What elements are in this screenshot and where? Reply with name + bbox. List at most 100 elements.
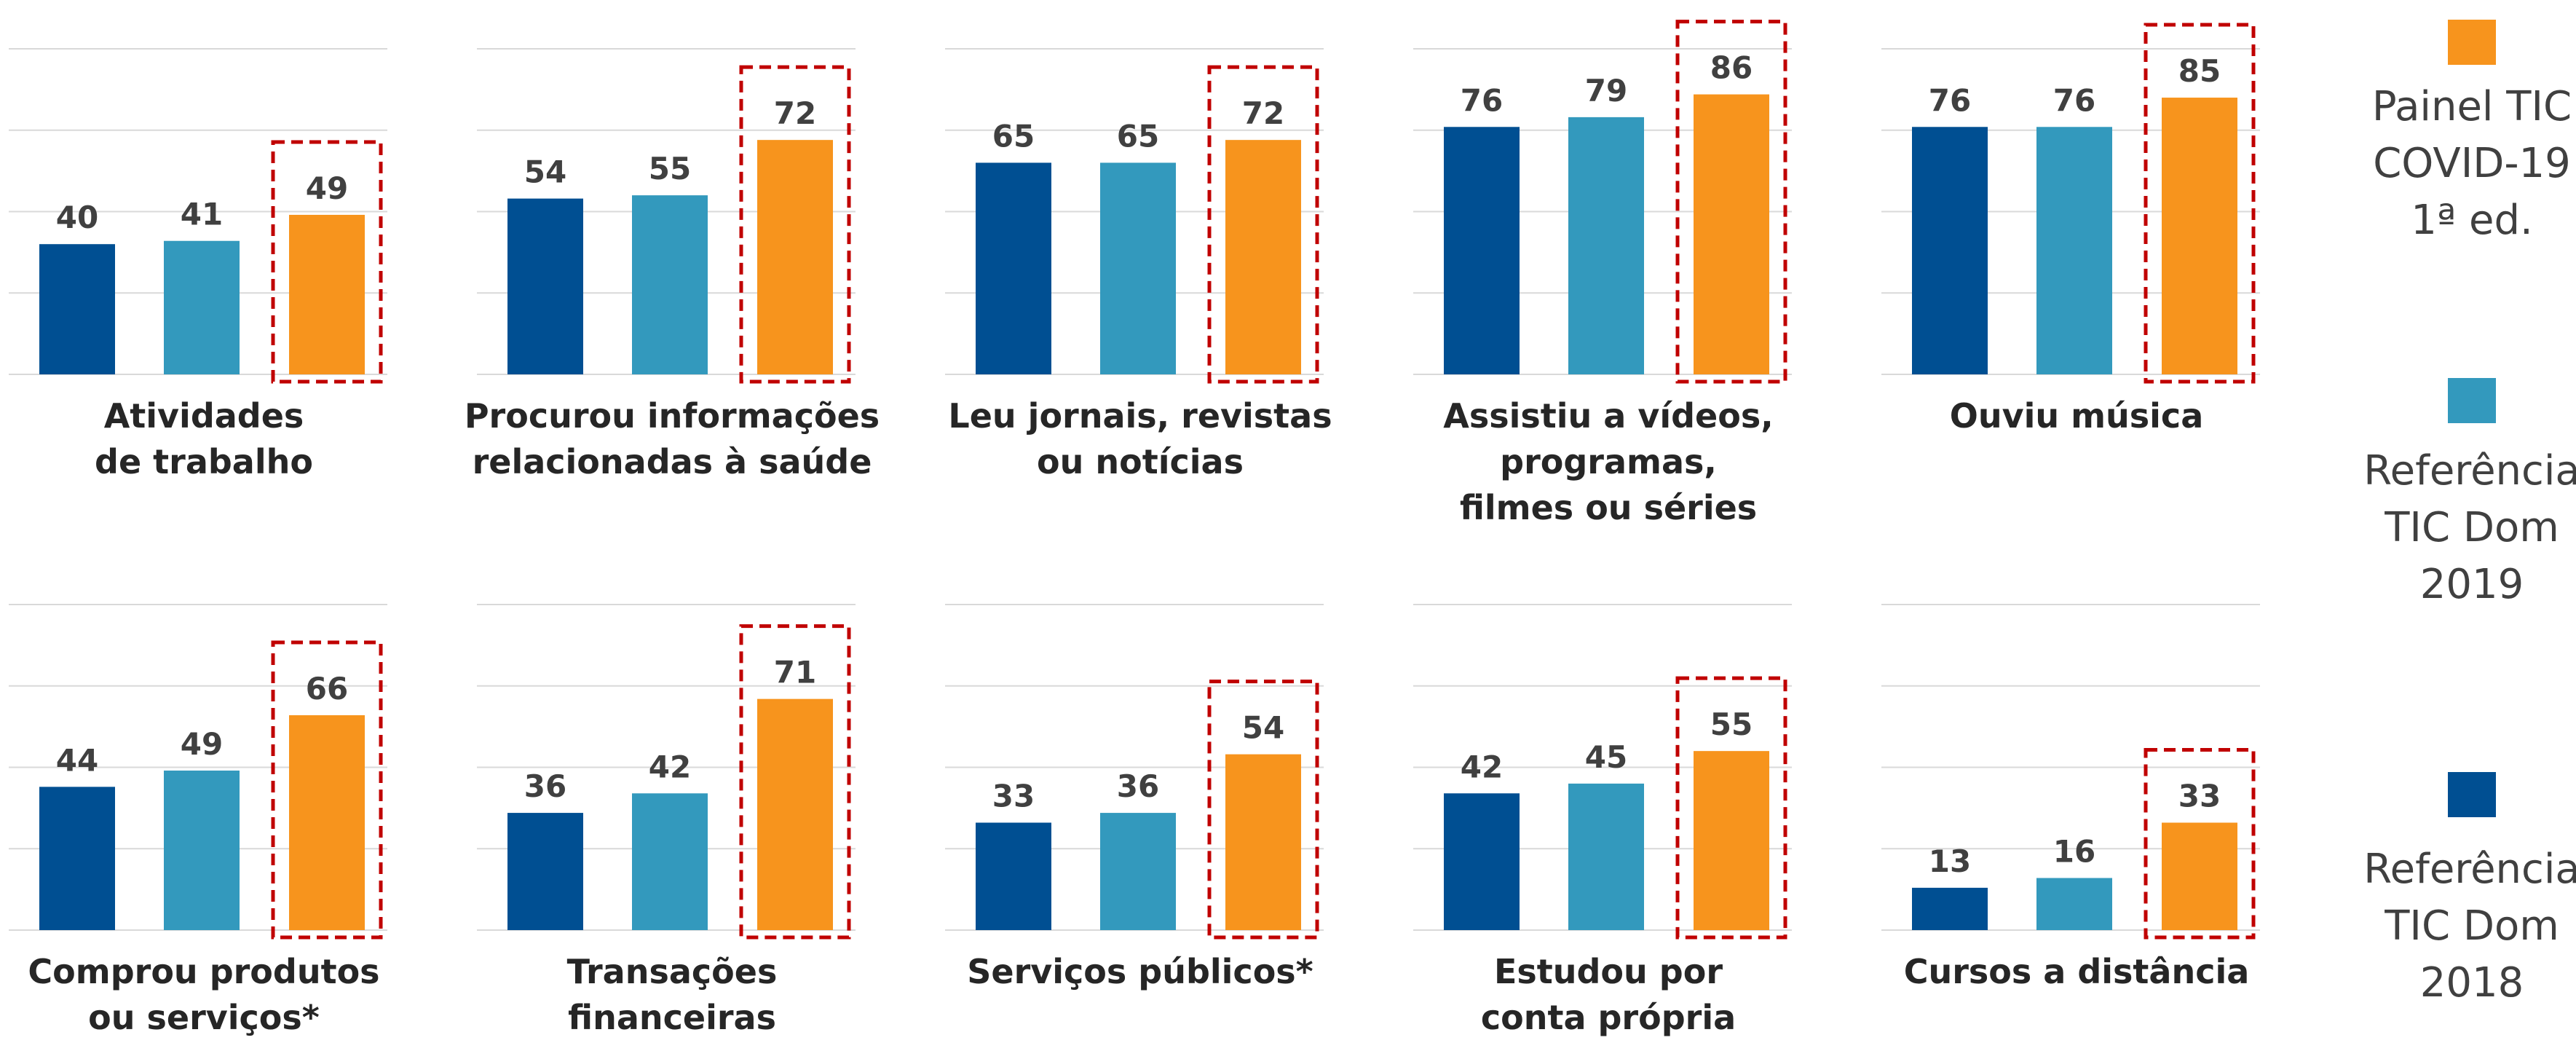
value-label: 36: [1117, 768, 1159, 804]
value-label: 33: [2178, 778, 2221, 814]
bar: [1444, 793, 1520, 930]
panel-title: relacionadas à saúde: [473, 442, 872, 481]
value-label: 36: [524, 768, 566, 804]
legend-swatch: [2448, 20, 2496, 65]
bar: [632, 195, 708, 374]
bar: [164, 240, 240, 374]
panel-title: Assistiu a vídeos,: [1443, 396, 1773, 436]
panel-title: Comprou produtos: [28, 952, 379, 991]
bar: [757, 698, 833, 930]
bar: [1225, 754, 1301, 930]
highlight-box: [271, 640, 383, 940]
bar: [632, 793, 708, 930]
value-label: 40: [56, 200, 98, 235]
value-label: 66: [306, 671, 348, 706]
value-label: 76: [2053, 82, 2095, 118]
bar: [757, 140, 833, 374]
bar: [1225, 140, 1301, 374]
value-label: 13: [1929, 843, 1971, 879]
bar: [1694, 94, 1769, 374]
value-label: 86: [1710, 50, 1753, 86]
bar: [1694, 751, 1769, 930]
bar: [289, 715, 365, 930]
panel-title: de trabalho: [95, 442, 313, 481]
highlight-box: [2144, 23, 2256, 384]
value-label: 65: [992, 118, 1035, 154]
value-label: 79: [1585, 73, 1627, 109]
bar: [1568, 117, 1644, 374]
panel-title: Ouviu música: [1950, 396, 2204, 436]
bar: [1568, 783, 1644, 930]
bar: [2162, 98, 2237, 375]
bar: [39, 787, 115, 930]
panel-title: conta própria: [1481, 998, 1736, 1037]
bar: [289, 214, 365, 374]
legend-label: 1ª ed.: [2411, 197, 2533, 244]
bar: [39, 244, 115, 374]
panel-title: Atividades: [104, 396, 304, 436]
value-label: 85: [2178, 53, 2221, 89]
bar: [2036, 127, 2112, 374]
legend-label: 2019: [2420, 561, 2524, 608]
highlight-box: [2144, 747, 2256, 940]
value-label: 65: [1117, 118, 1159, 154]
legend-label: TIC Dom: [2384, 504, 2559, 551]
value-label: 76: [1929, 82, 1971, 118]
bar: [1100, 162, 1176, 374]
value-label: 44: [56, 742, 98, 778]
panel-title: Estudou por: [1494, 952, 1723, 991]
panel-title: ou serviços*: [88, 998, 320, 1037]
highlight-box: [1675, 20, 1787, 384]
legend-swatch: [2448, 378, 2496, 423]
value-label: 71: [774, 655, 816, 690]
highlight-box: [271, 140, 383, 384]
highlight-box: [1207, 65, 1319, 384]
value-label: 49: [306, 170, 348, 206]
bar: [2036, 878, 2112, 930]
panel-title: programas,: [1500, 442, 1717, 481]
legend-label: TIC Dom: [2384, 902, 2559, 950]
bar: [164, 770, 240, 930]
legend-label: Referência: [2363, 447, 2576, 495]
value-label: 16: [2053, 833, 2095, 869]
panel-title: Leu jornais, revistas: [948, 396, 1332, 436]
bar: [507, 198, 583, 374]
value-label: 55: [649, 151, 691, 186]
panel-title: financeiras: [568, 998, 776, 1037]
legend-label: Referência: [2363, 846, 2576, 893]
value-label: 33: [992, 778, 1035, 814]
value-label: 72: [774, 95, 816, 131]
panel-title: Transações: [567, 952, 778, 991]
highlight-box: [1675, 676, 1787, 940]
bar: [1100, 813, 1176, 930]
bar: [976, 162, 1051, 374]
value-label: 42: [649, 749, 691, 784]
bar: [1912, 127, 1988, 374]
legend-swatch: [2448, 772, 2496, 817]
panel-title: Serviços públicos*: [967, 952, 1313, 991]
bar: [976, 822, 1051, 930]
highlight-box: [739, 65, 851, 384]
legend-label: 2018: [2420, 959, 2524, 1007]
value-label: 49: [181, 726, 223, 762]
bar: [1912, 887, 1988, 930]
highlight-box: [739, 624, 851, 940]
bar: [2162, 822, 2237, 930]
value-label: 76: [1461, 82, 1503, 118]
bar: [507, 813, 583, 930]
value-label: 54: [524, 154, 566, 190]
value-label: 42: [1461, 749, 1503, 784]
panel-title: filmes ou séries: [1460, 488, 1757, 527]
value-label: 45: [1585, 739, 1627, 775]
value-label: 72: [1242, 95, 1284, 131]
bar: [1444, 127, 1520, 374]
panel-title: ou notícias: [1037, 442, 1244, 481]
value-label: 55: [1710, 706, 1753, 742]
value-label: 54: [1242, 710, 1284, 746]
panel-title: Cursos a distância: [1904, 952, 2250, 991]
legend-label: COVID-19: [2373, 140, 2571, 187]
value-label: 41: [181, 197, 223, 232]
panel-title: Procurou informações: [465, 396, 880, 436]
